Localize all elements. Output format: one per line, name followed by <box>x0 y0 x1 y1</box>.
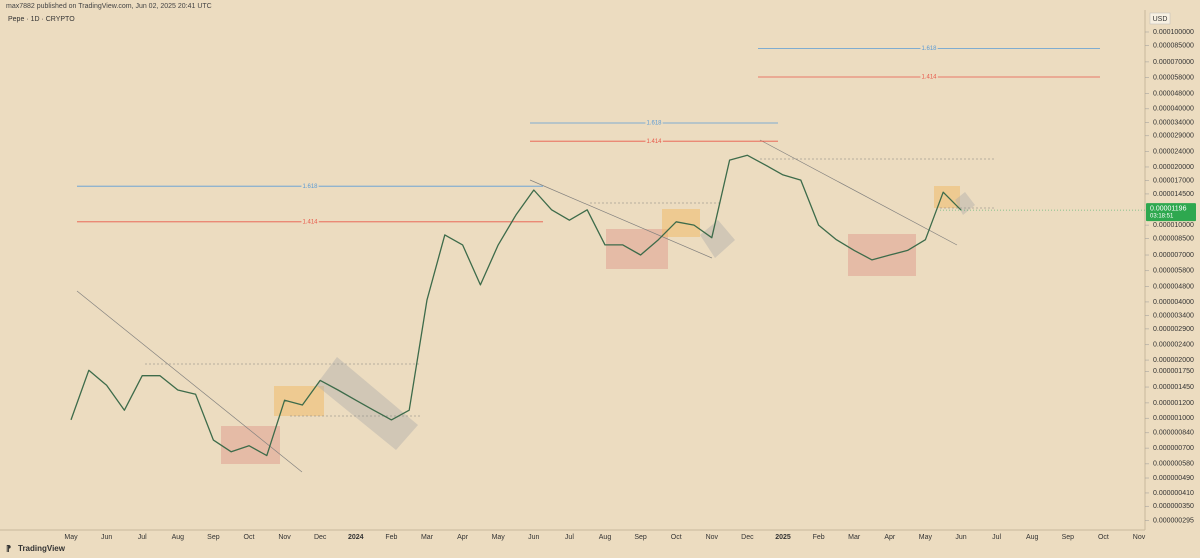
x-tick-label: 2025 <box>775 534 791 541</box>
x-tick-label: Oct <box>244 534 255 541</box>
x-tick-label: Jul <box>138 534 147 541</box>
range-box <box>606 229 668 269</box>
x-tick-label: Nov <box>278 534 291 541</box>
y-tick-label: 0.000034000 <box>1153 119 1194 126</box>
header: max7882 published on TradingView.com, Ju… <box>6 3 212 10</box>
brand-logo: ⁋ <box>6 544 11 553</box>
range-box <box>274 386 324 416</box>
x-tick-label: Dec <box>741 534 754 541</box>
last-price-label: 0.00001196 <box>1150 205 1187 212</box>
trendline <box>529 179 713 259</box>
trendline <box>76 290 303 473</box>
x-tick-label: Aug <box>1026 534 1039 541</box>
x-tick-label: Mar <box>848 534 861 541</box>
x-tick-label: Jun <box>528 534 539 541</box>
x-tick-label: Oct <box>1098 534 1109 541</box>
y-tick-label: 0.000005800 <box>1153 268 1194 275</box>
x-tick-label: May <box>492 534 506 541</box>
y-tick-label: 0.000029000 <box>1153 133 1194 140</box>
x-tick-label: Sep <box>207 534 220 541</box>
y-tick-label: 0.000024000 <box>1153 149 1194 156</box>
y-tick-label: 0.000048000 <box>1153 90 1194 97</box>
fib-label: 1.414 <box>302 219 318 225</box>
y-tick-label: 0.000040000 <box>1153 106 1194 113</box>
y-tick-label: 0.000002000 <box>1153 357 1194 364</box>
currency[interactable]: USD <box>1153 16 1168 23</box>
x-tick-label: Jul <box>565 534 574 541</box>
x-tick-label: Nov <box>706 534 719 541</box>
x-tick-label: Apr <box>884 534 896 541</box>
x-tick-label: Apr <box>457 534 469 541</box>
range-box <box>848 234 916 276</box>
x-tick-label: Aug <box>172 534 185 541</box>
x-tick-label: Feb <box>813 534 825 541</box>
y-tick-label: 0.000001200 <box>1153 400 1194 407</box>
last-price-tag <box>1146 203 1196 222</box>
channel <box>316 357 418 450</box>
y-tick-label: 0.000004000 <box>1153 299 1194 306</box>
fib-label: 1.414 <box>646 139 662 145</box>
y-tick-label: 0.000017000 <box>1153 177 1194 184</box>
channel <box>700 220 735 258</box>
y-tick-label: 0.000008500 <box>1153 236 1194 243</box>
y-tick-label: 0.000007000 <box>1153 252 1194 259</box>
x-tick-label: Sep <box>634 534 647 541</box>
trendline <box>759 139 958 246</box>
fib-label: 1.618 <box>921 46 937 52</box>
y-tick-label: 0.000020000 <box>1153 164 1194 171</box>
y-tick-label: 0.000085000 <box>1153 42 1194 49</box>
brand: TradingView <box>18 544 66 553</box>
y-tick-label: 0.000001000 <box>1153 415 1194 422</box>
countdown-label: 03:18:51 <box>1150 214 1174 220</box>
x-tick-label: Sep <box>1062 534 1075 541</box>
x-tick-label: Nov <box>1133 534 1146 541</box>
y-tick-label: 0.000002400 <box>1153 342 1194 349</box>
x-tick-label: Jun <box>955 534 966 541</box>
price-line <box>70 154 962 457</box>
y-tick-label: 0.000002900 <box>1153 326 1194 333</box>
x-tick-label: Oct <box>671 534 682 541</box>
x-tick-label: Feb <box>385 534 397 541</box>
y-tick-label: 0.000070000 <box>1153 59 1194 66</box>
x-tick-label: 2024 <box>348 534 364 541</box>
x-tick-label: Dec <box>314 534 327 541</box>
y-tick-label: 0.000000490 <box>1153 475 1194 482</box>
y-tick-label: 0.000001750 <box>1153 368 1194 375</box>
x-tick-label: Mar <box>421 534 434 541</box>
x-tick-label: Jun <box>101 534 112 541</box>
range-box <box>221 426 280 464</box>
y-tick-label: 0.000000700 <box>1153 445 1194 452</box>
fib-label: 1.414 <box>921 75 937 81</box>
y-tick-label: 0.000003400 <box>1153 312 1194 319</box>
y-tick-label: 0.000010000 <box>1153 222 1194 229</box>
y-tick-label: 0.000000840 <box>1153 430 1194 437</box>
x-tick-label: May <box>919 534 933 541</box>
x-tick-label: Jul <box>992 534 1001 541</box>
fib-label: 1.618 <box>646 121 662 127</box>
y-tick-label: 0.000014500 <box>1153 191 1194 198</box>
y-tick-label: 0.000058000 <box>1153 75 1194 82</box>
y-tick-label: 0.000001450 <box>1153 384 1194 391</box>
fib-label: 1.618 <box>302 184 318 190</box>
y-tick-label: 0.000000350 <box>1153 503 1194 510</box>
x-tick-label: Aug <box>599 534 612 541</box>
x-tick-label: May <box>64 534 78 541</box>
y-tick-label: 0.000100000 <box>1153 29 1194 36</box>
y-tick-label: 0.000000410 <box>1153 490 1194 497</box>
currency-box[interactable] <box>1149 12 1171 25</box>
y-tick-label: 0.000000295 <box>1153 517 1194 524</box>
symbol-title: Pepe · 1D · CRYPTO <box>8 16 75 23</box>
y-tick-label: 0.000004800 <box>1153 283 1194 290</box>
y-tick-label: 0.000000580 <box>1153 461 1194 468</box>
